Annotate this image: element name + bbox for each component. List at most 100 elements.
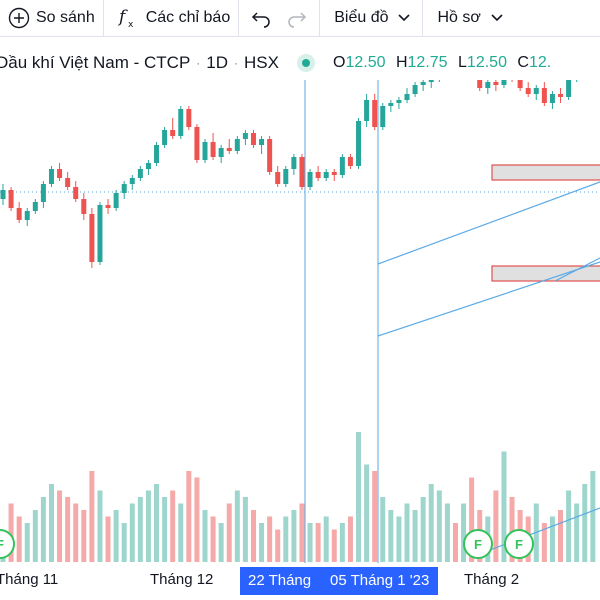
profile-dropdown[interactable]: Hồ sơ	[423, 0, 514, 36]
time-axis[interactable]: Tháng 11 Tháng 12 22 Tháng 05 Tháng 1 '2…	[0, 563, 600, 600]
candle-body	[89, 214, 95, 262]
candle-body	[178, 109, 184, 136]
candle-body	[477, 80, 483, 88]
candle-body	[137, 169, 143, 178]
candle-body	[485, 82, 491, 88]
resistance-zone	[491, 164, 600, 181]
volume-bar	[145, 490, 151, 562]
candle-body	[259, 139, 265, 145]
volume-bar	[388, 510, 394, 562]
event-marker-label: F	[515, 537, 523, 552]
volume-bar	[48, 484, 54, 562]
volume-bar	[501, 451, 507, 562]
trend-line-short	[554, 257, 600, 282]
close-value: 12.	[528, 54, 552, 71]
volume-bar	[275, 529, 281, 562]
candle-body	[113, 193, 119, 208]
volume-bar	[162, 497, 168, 562]
volume-bar	[8, 503, 14, 562]
candle-body	[162, 130, 168, 145]
candle-body	[73, 187, 79, 199]
volume-bar	[40, 497, 46, 562]
candle-body	[202, 142, 208, 160]
candle-body	[129, 178, 135, 184]
range-end-label: 05 Tháng 1 '23	[322, 567, 438, 595]
ohlc-values: O12.50 H12.75 L12.50 C12.	[333, 54, 557, 72]
candle-body	[194, 127, 200, 160]
volume-bar	[210, 516, 216, 562]
candle-body	[234, 139, 240, 151]
candle-body	[323, 172, 329, 178]
volume-bar	[396, 516, 402, 562]
volume-bar	[307, 523, 313, 562]
volume-bar	[170, 490, 176, 562]
separator-dot: ·	[234, 56, 239, 70]
toolbar-divider	[238, 0, 240, 36]
compare-label: So sánh	[36, 9, 95, 26]
interval-label[interactable]: 1D	[206, 53, 229, 72]
candle-body	[8, 190, 14, 208]
undo-button[interactable]	[239, 0, 281, 36]
candle-body	[242, 133, 248, 139]
volume-bar	[81, 510, 87, 562]
candle-body	[24, 211, 30, 220]
candle-body	[420, 82, 426, 85]
market-status-icon[interactable]	[297, 54, 315, 72]
volume-bar	[356, 432, 362, 562]
volume-bar	[331, 529, 337, 562]
chart-type-label: Biểu đồ	[334, 9, 389, 26]
candle-body	[307, 172, 313, 187]
event-marker-label: F	[0, 537, 4, 552]
chart-type-dropdown[interactable]: Biểu đồ	[320, 0, 422, 36]
candle-body	[404, 94, 410, 100]
candle-body	[283, 169, 289, 184]
volume-bar	[549, 516, 555, 562]
candle-body	[517, 80, 523, 88]
candle-body	[32, 202, 38, 211]
volume-bar	[250, 510, 256, 562]
event-marker-icon[interactable]: F	[0, 529, 15, 559]
volume-bar	[299, 503, 305, 562]
volume-bar	[380, 497, 386, 562]
symbol-title[interactable]: Dầu khí Việt Nam - CTCP	[0, 53, 191, 72]
candle-body	[250, 133, 256, 145]
volume-bar	[436, 490, 442, 562]
candle-body	[412, 85, 418, 94]
redo-button[interactable]	[281, 0, 319, 36]
volume-bar	[582, 484, 588, 562]
exchange-label: HSX	[244, 53, 279, 72]
volume-bar	[493, 490, 499, 562]
candle-body	[105, 205, 111, 208]
separator-dot: ·	[196, 56, 201, 70]
volume-bar	[186, 471, 192, 562]
volume-bar	[339, 523, 345, 562]
event-marker-label: F	[474, 537, 482, 552]
volume-bar	[113, 510, 119, 562]
candle-body	[299, 157, 305, 187]
candle-body	[364, 100, 370, 121]
redo-icon	[285, 8, 307, 28]
event-marker-icon[interactable]: F	[463, 529, 493, 559]
volume-bar	[566, 490, 572, 562]
candle-body	[558, 94, 564, 97]
volume-bar	[32, 510, 38, 562]
candle-body	[291, 157, 297, 169]
candle-body	[356, 121, 362, 166]
candle-body	[339, 157, 345, 175]
volume-bar	[315, 523, 321, 562]
volume-bar	[129, 503, 135, 562]
volume-bar	[154, 484, 160, 562]
volume-bar	[121, 523, 127, 562]
price-chart[interactable]: FFF	[0, 80, 600, 563]
compare-button[interactable]: So sánh	[0, 0, 103, 36]
volume-bar	[541, 523, 547, 562]
candle-body	[16, 208, 22, 220]
close-label: C	[517, 54, 529, 71]
open-label: O	[333, 54, 346, 71]
volume-bar	[412, 510, 418, 562]
volume-bar	[372, 471, 378, 562]
event-marker-icon[interactable]: F	[504, 529, 534, 559]
